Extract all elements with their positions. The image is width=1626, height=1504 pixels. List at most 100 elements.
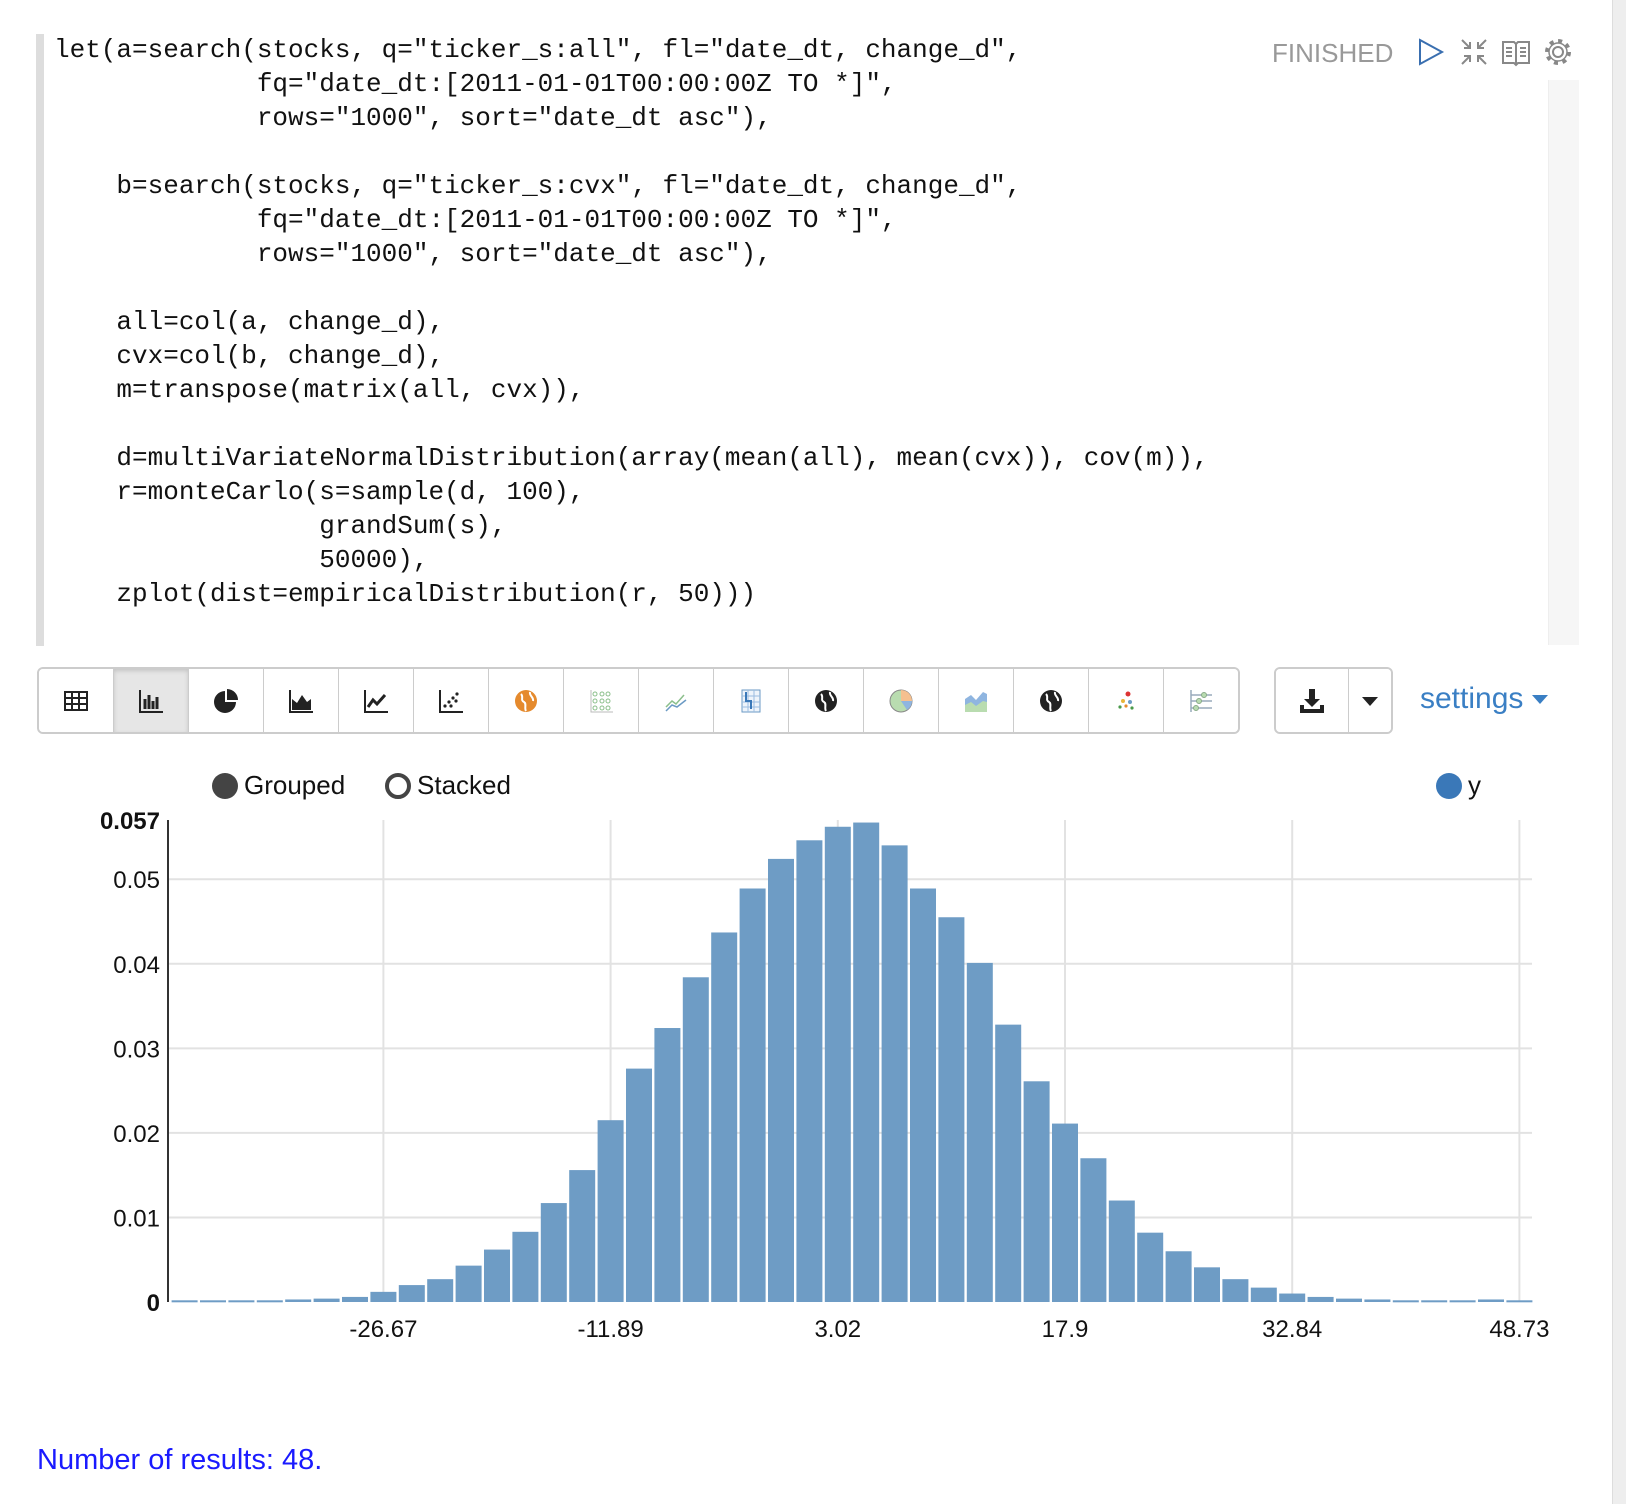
code-line: rows="1000", sort="date_dt asc"),	[54, 239, 772, 269]
histogram-bar	[995, 1024, 1022, 1302]
bar-chart-button[interactable]	[114, 669, 189, 732]
color-pie-icon	[889, 689, 913, 712]
code-line: b=search(stocks, q="ticker_s:cvx", fl="d…	[54, 171, 1022, 201]
download-options-dropdown[interactable]	[1349, 669, 1391, 732]
legend-series-y[interactable]: y	[1436, 770, 1481, 801]
code-line: 50000),	[54, 545, 429, 575]
histogram-bar	[1165, 1251, 1192, 1302]
histogram-bar	[1506, 1300, 1533, 1303]
histogram-bar	[171, 1300, 198, 1303]
globe-icon-2	[1040, 689, 1062, 712]
slider-lines-button[interactable]	[1164, 669, 1238, 732]
histogram-bar	[512, 1231, 539, 1302]
y-tick-label: 0.02	[113, 1121, 160, 1148]
heatmap-grid-button[interactable]	[714, 669, 789, 732]
paragraph-status: FINISHED	[1272, 38, 1394, 68]
heatmap-grid-icon	[741, 689, 761, 712]
histogram-bar	[654, 1028, 681, 1302]
x-tick-label: 3.02	[814, 1316, 861, 1343]
code-line: r=monteCarlo(s=sample(d, 100),	[54, 477, 585, 507]
visualization-toolbar	[37, 667, 1240, 734]
pie-chart-icon	[214, 688, 238, 713]
histogram-bar	[1194, 1267, 1220, 1302]
multi-line-icon	[665, 694, 687, 712]
table-icon	[64, 690, 88, 711]
histogram-bar	[1392, 1300, 1419, 1303]
histogram-bar	[938, 917, 965, 1302]
gear-icon[interactable]	[1542, 36, 1574, 68]
dot-grid-icon	[590, 689, 613, 712]
download-button[interactable]	[1276, 669, 1349, 732]
legend-series-label: y	[1468, 770, 1481, 800]
book-icon[interactable]	[1500, 36, 1532, 68]
caret-down-icon	[1362, 696, 1378, 706]
area-chart-button[interactable]	[264, 669, 339, 732]
globe-button[interactable]	[789, 669, 864, 732]
histogram-bar	[796, 840, 823, 1302]
histogram-bar	[1137, 1232, 1164, 1302]
settings-label: settings	[1420, 682, 1524, 715]
histogram-bar	[768, 858, 794, 1302]
histogram-bar	[711, 932, 738, 1302]
histogram-bar	[597, 1120, 624, 1302]
histogram-bar	[569, 1170, 596, 1302]
code-line	[54, 271, 1209, 305]
stacked-radio[interactable]: Stacked	[385, 770, 511, 801]
histogram-bar	[342, 1296, 368, 1302]
histogram-bar	[228, 1300, 255, 1303]
area-chart-icon	[289, 689, 313, 713]
histogram-bar	[313, 1298, 340, 1302]
y-max-label: 0.057	[100, 808, 160, 835]
histogram-bar	[910, 888, 936, 1302]
histogram-bar	[626, 1068, 652, 1302]
histogram-bar	[1364, 1299, 1391, 1302]
x-tick-label: 32.84	[1262, 1316, 1322, 1343]
code-line: all=col(a, change_d),	[54, 307, 445, 337]
histogram-bar	[455, 1265, 482, 1302]
histogram-bar	[1108, 1200, 1135, 1302]
code-line: cvx=col(b, change_d),	[54, 341, 445, 371]
color-area-button[interactable]	[939, 669, 1014, 732]
color-area-icon	[965, 691, 987, 712]
y-tick-label: 0.05	[113, 867, 160, 894]
code-line: fq="date_dt:[2011-01-01T00:00:00Z TO *]"…	[54, 69, 897, 99]
radio-selected-icon	[212, 772, 238, 799]
histogram-bar	[398, 1285, 425, 1302]
color-scatter-button[interactable]	[1089, 669, 1164, 732]
scatter-chart-button[interactable]	[414, 669, 489, 732]
y-tick-label: 0	[147, 1290, 160, 1317]
page-scrollbar[interactable]	[1612, 0, 1626, 1504]
globe-2-button[interactable]	[1014, 669, 1089, 732]
line-chart-button[interactable]	[339, 669, 414, 732]
x-tick-label: 48.73	[1489, 1316, 1549, 1343]
play-icon[interactable]	[1414, 36, 1446, 68]
caret-down-icon	[1532, 695, 1549, 704]
histogram-bar	[1052, 1123, 1078, 1302]
scatter-chart-icon	[439, 689, 463, 713]
code-line: let(a=search(stocks, q="ticker_s:all", f…	[54, 35, 1022, 65]
pie-chart-button[interactable]	[189, 669, 264, 732]
orange-globe-button[interactable]	[489, 669, 564, 732]
legend-dot-icon	[1436, 772, 1462, 799]
slider-lines-icon	[1190, 689, 1212, 712]
line-chart-icon	[364, 689, 388, 713]
editor-scrollbar[interactable]	[1548, 80, 1579, 645]
collapse-icon[interactable]	[1458, 36, 1490, 68]
code-editor[interactable]: let(a=search(stocks, q="ticker_s:all", f…	[54, 33, 1209, 611]
y-tick-label: 0.04	[113, 952, 160, 979]
settings-dropdown[interactable]: settings	[1420, 682, 1549, 716]
histogram-bar	[370, 1291, 397, 1302]
bar-chart-icon	[139, 689, 163, 713]
table-button[interactable]	[39, 669, 114, 732]
x-tick-label: -11.89	[577, 1316, 643, 1343]
histogram-bar	[1080, 1158, 1107, 1302]
dot-grid-button[interactable]	[564, 669, 639, 732]
color-scatter-icon	[1118, 691, 1134, 710]
multi-line-button[interactable]	[639, 669, 714, 732]
color-pie-button[interactable]	[864, 669, 939, 732]
histogram-bar	[824, 826, 851, 1302]
histogram-bar	[1421, 1300, 1448, 1303]
grouped-radio[interactable]: Grouped	[212, 770, 345, 801]
histogram-bar	[1478, 1299, 1504, 1302]
histogram-bar	[1023, 1081, 1050, 1302]
